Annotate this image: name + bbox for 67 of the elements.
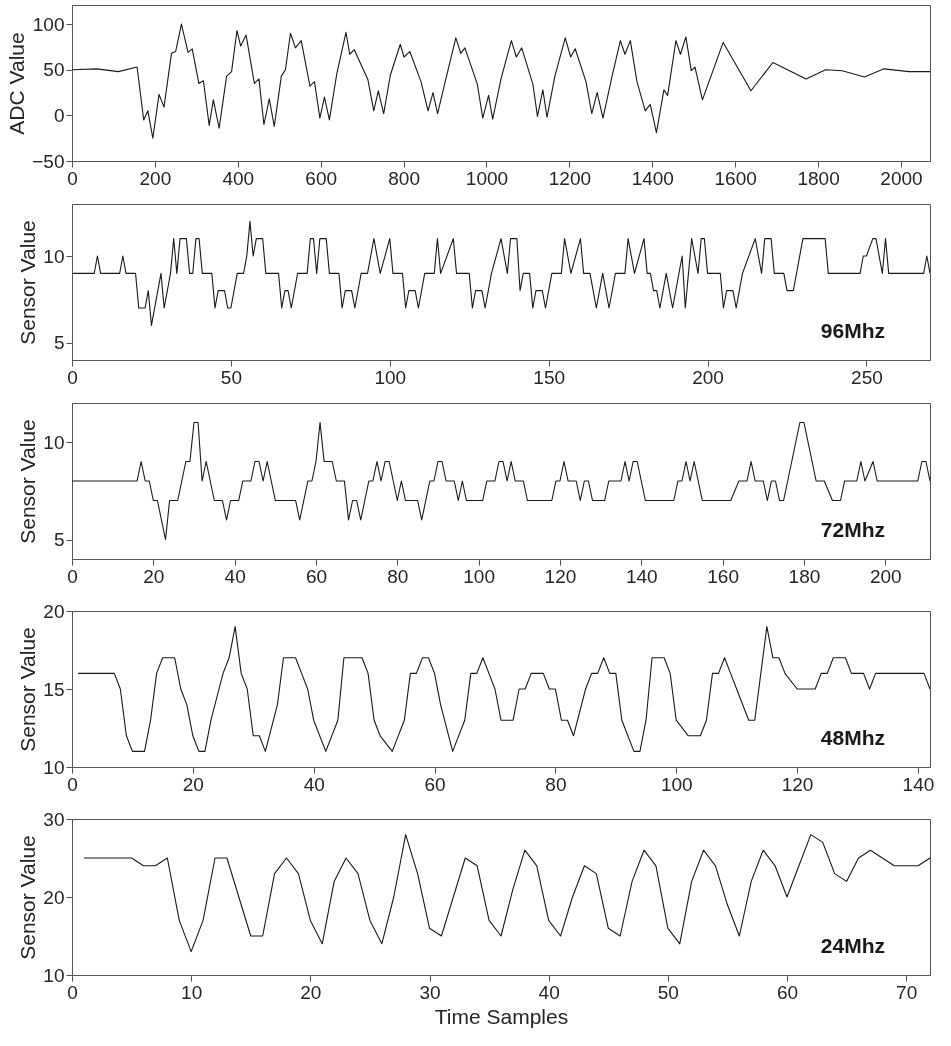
x-tick-label: 80 <box>545 773 567 795</box>
x-tick-label: 50 <box>657 981 679 1003</box>
x-tick-label: 1600 <box>714 167 757 189</box>
annotation: 48Mhz <box>820 726 885 749</box>
x-tick-label: 60 <box>776 981 799 1003</box>
x-tick-label: 20 <box>143 565 165 587</box>
x-tick-label: 800 <box>388 167 420 189</box>
x-tick-label: 70 <box>896 981 918 1003</box>
y-tick-label: 15 <box>43 678 65 700</box>
x-tick-label: 60 <box>305 565 328 587</box>
line-series <box>72 23 930 139</box>
y-tick-label: 10 <box>43 964 65 986</box>
y-tick-label: 10 <box>43 245 65 267</box>
y-axis-title: Sensor Value <box>16 419 40 544</box>
x-tick-label: 160 <box>707 565 739 587</box>
y-tick-label: 10 <box>43 756 65 778</box>
x-tick-label: 120 <box>544 565 577 587</box>
x-tick-label: 250 <box>851 366 883 388</box>
annotation: 96Mhz <box>820 319 885 342</box>
y-tick-label: 20 <box>43 600 65 622</box>
x-tick-label: 1800 <box>797 167 840 189</box>
y-tick-label: 50 <box>43 59 65 81</box>
x-tick-label: 100 <box>374 366 407 388</box>
annotation: 24Mhz <box>820 934 885 957</box>
x-tick-label: 80 <box>387 565 409 587</box>
x-tick-label: 10 <box>181 981 203 1003</box>
x-tick-label: 100 <box>660 773 693 795</box>
y-tick-label: 20 <box>43 886 65 908</box>
x-tick-label: 200 <box>139 167 172 189</box>
x-tick-label: 140 <box>625 565 658 587</box>
y-tick-label: 5 <box>53 529 65 550</box>
x-tick-label: 1200 <box>548 167 592 189</box>
line-series <box>72 421 930 541</box>
y-tick-label: 0 <box>53 104 65 126</box>
y-tick-label: 30 <box>43 808 65 830</box>
x-tick-label: 40 <box>303 773 325 795</box>
line-series <box>83 834 930 953</box>
x-tick-label: 60 <box>424 773 446 795</box>
x-tick-label: 600 <box>305 167 338 189</box>
x-tick-label: 20 <box>182 773 204 795</box>
x-tick-label: 200 <box>869 565 902 587</box>
x-tick-label: 200 <box>692 366 724 388</box>
x-axis-title: Time Samples <box>434 1004 569 1028</box>
y-tick-label: 100 <box>32 13 65 35</box>
line-series <box>77 626 930 752</box>
y-axis-title: Sensor Value <box>16 627 40 752</box>
x-tick-label: 1400 <box>631 167 674 189</box>
x-tick-label: 150 <box>533 366 566 388</box>
annotation: 72Mhz <box>820 518 885 541</box>
y-axis-title: Sensor Value <box>16 220 40 345</box>
x-tick-label: 1000 <box>465 167 509 189</box>
x-tick-label: 2000 <box>880 167 923 189</box>
y-tick-label: −50 <box>32 150 65 172</box>
x-tick-label: 180 <box>788 565 821 587</box>
x-tick-label: 40 <box>538 981 560 1003</box>
x-tick-label: 50 <box>220 366 242 388</box>
x-tick-label: 100 <box>463 565 495 587</box>
y-tick-label: 10 <box>43 431 65 453</box>
x-tick-label: 120 <box>781 773 814 795</box>
y-axis-title: ADC Value <box>5 32 29 135</box>
x-tick-label: 30 <box>419 981 441 1003</box>
y-axis-title: Sensor Value <box>16 835 40 960</box>
x-tick-label: 40 <box>224 565 246 587</box>
x-tick-label: 20 <box>300 981 322 1003</box>
x-tick-label: 400 <box>222 167 255 189</box>
y-tick-label: 5 <box>53 332 65 354</box>
x-tick-label: 140 <box>902 773 935 795</box>
